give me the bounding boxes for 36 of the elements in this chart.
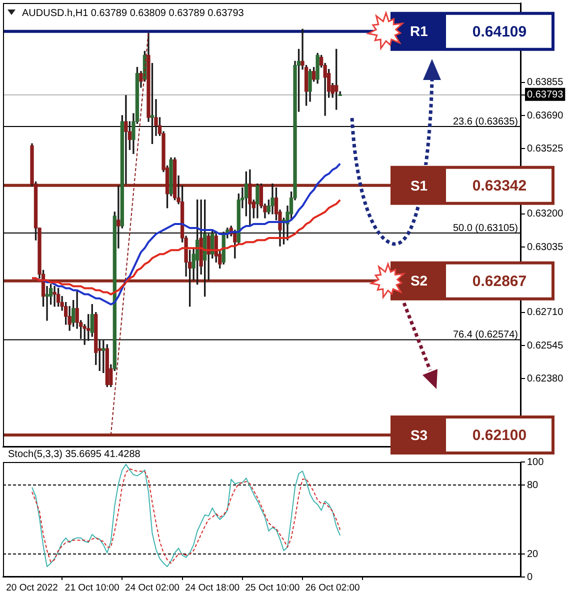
x-tick-label: 25 Oct 10:00 (245, 582, 300, 594)
ref-line-label: S2 (410, 272, 428, 289)
y-tick-label: 0.63200 (527, 208, 564, 220)
y-tick-label: 0.63793 (527, 90, 564, 101)
chart-title: Stoch(5,3,3) 35.6695 41.4288 (8, 448, 141, 460)
y-tick-label: 80 (527, 480, 539, 491)
candlestick (52, 286, 56, 307)
annotation: 76.4 (0.62574) (452, 330, 518, 341)
annotation: 0.63342 (472, 178, 527, 195)
y-tick-label: 0.62710 (527, 307, 564, 318)
y-tick-label: 0.63525 (527, 143, 564, 154)
annotation: 0.62100 (472, 427, 527, 444)
y-tick-label: 0.62545 (527, 340, 564, 352)
ref-line-label: S3 (410, 426, 428, 443)
y-tick-label: 0.63035 (527, 242, 564, 253)
ref-line-label: S1 (410, 177, 428, 194)
x-tick-label: 24 Oct 02:00 (125, 582, 180, 594)
annotation: 23.6 (0.63635) (452, 116, 518, 128)
y-tick-label: 0.63690 (527, 110, 564, 122)
annotation: 50.0 (0.63105) (452, 223, 518, 234)
annotation: 0.62867 (472, 272, 527, 290)
x-tick-label: 24 Oct 18:00 (185, 582, 240, 594)
annotation: 0.64109 (472, 23, 527, 40)
ref-line-label: R1 (410, 23, 428, 40)
text: AUDUSD.h,H1 0.63789 0.63809 0.63789 0.63793 (22, 8, 244, 19)
candlestick (116, 185, 120, 248)
y-tick-label: 0 (527, 572, 533, 583)
y-tick-label: 100 (527, 456, 544, 468)
y-tick-label: 0.62380 (527, 373, 564, 384)
x-tick-label: 26 Oct 02:00 (305, 582, 360, 594)
candlestick (45, 286, 49, 321)
x-tick-label: 21 Oct 10:00 (64, 582, 120, 594)
y-tick-label: 0.63855 (527, 77, 564, 88)
candlestick (124, 95, 128, 184)
y-tick-label: 20 (527, 548, 539, 560)
x-tick-label: 20 Oct 2022 (6, 582, 58, 594)
